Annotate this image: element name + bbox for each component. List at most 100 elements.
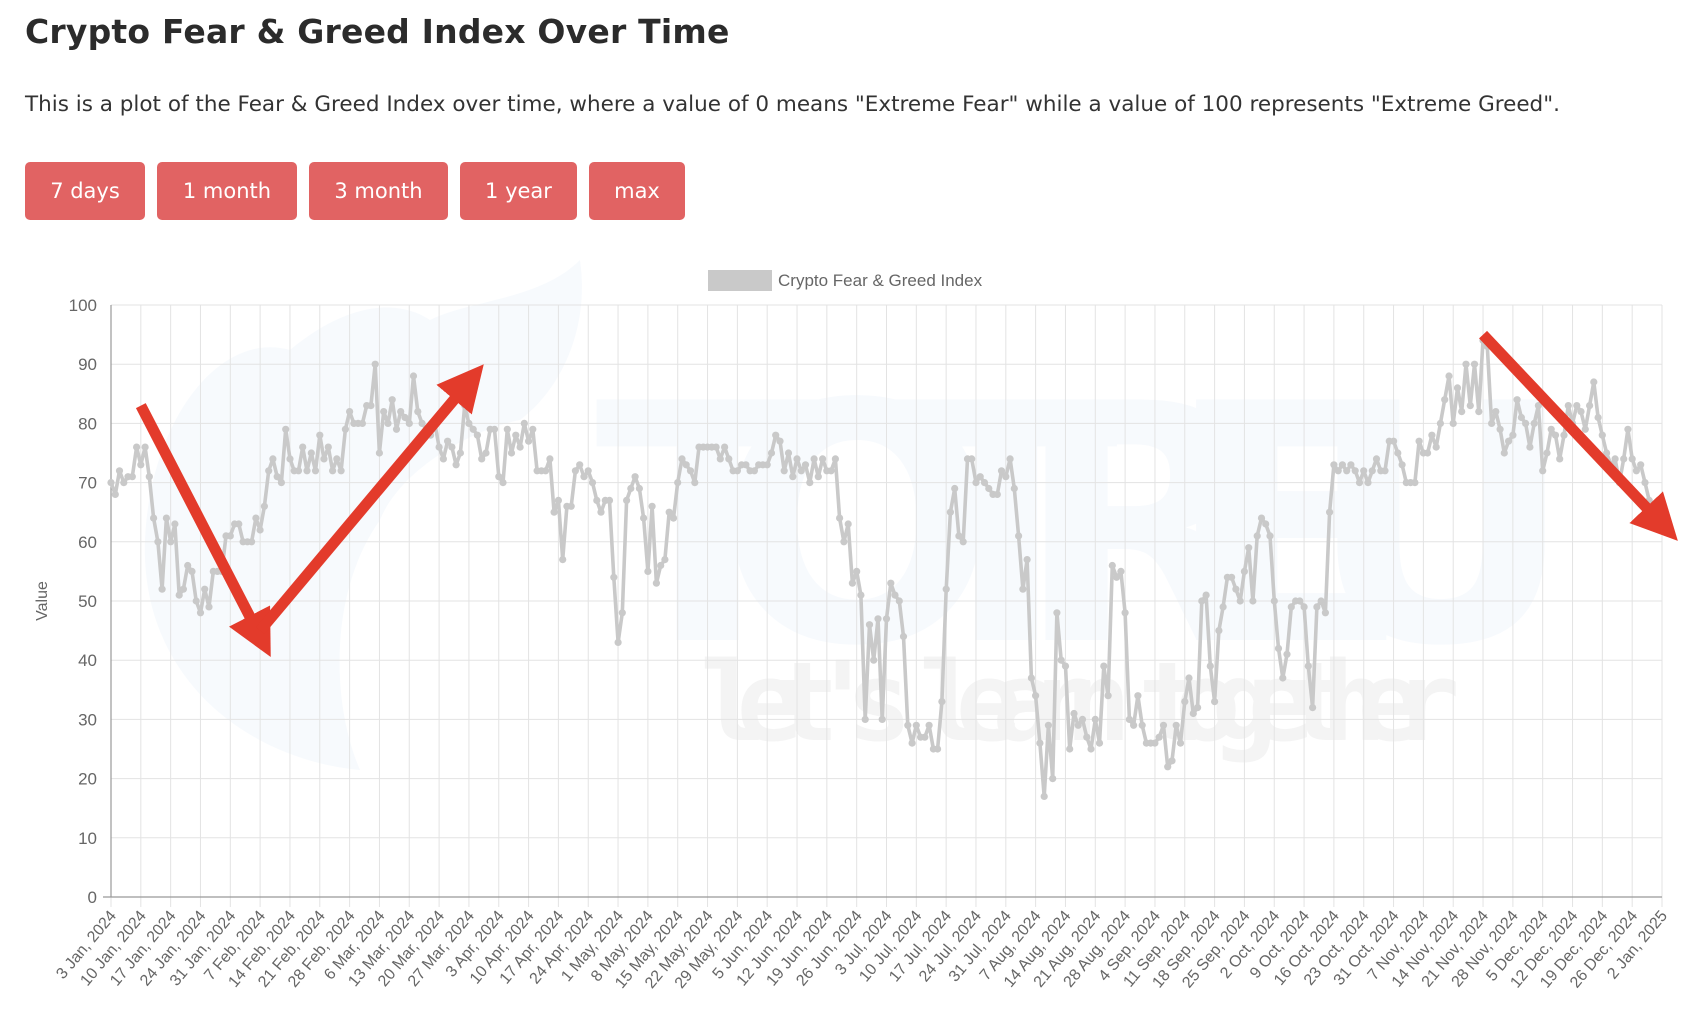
data-point — [857, 591, 865, 599]
data-point — [1355, 479, 1364, 487]
data-point — [742, 461, 750, 469]
data-point — [946, 508, 955, 516]
data-point — [1560, 431, 1568, 439]
data-point — [111, 490, 119, 498]
data-point — [1117, 567, 1125, 576]
page-title: Crypto Fear & Greed Index Over Time — [25, 12, 730, 51]
range-max-button[interactable]: max — [589, 162, 685, 220]
data-point — [525, 437, 533, 445]
data-point — [1168, 757, 1176, 765]
data-point — [1185, 674, 1193, 682]
data-point — [1551, 431, 1560, 439]
data-point — [652, 579, 661, 587]
data-point — [912, 721, 920, 729]
data-point — [1441, 396, 1449, 404]
chart-legend[interactable]: Crypto Fear & Greed Index — [708, 270, 983, 291]
data-point — [597, 508, 605, 516]
data-point — [584, 467, 592, 475]
data-point — [1539, 467, 1547, 475]
watermark-tagline: let's learn together — [700, 638, 1460, 766]
data-point — [1002, 473, 1010, 481]
data-point — [499, 479, 507, 487]
data-point — [1023, 556, 1031, 564]
data-point — [1249, 597, 1257, 605]
y-tick-label: 90 — [78, 355, 97, 374]
data-point — [1104, 692, 1112, 700]
data-point — [1624, 425, 1632, 433]
data-point — [482, 449, 490, 457]
data-point — [870, 656, 878, 664]
data-point — [895, 597, 903, 605]
data-point — [324, 443, 332, 451]
data-point — [1121, 609, 1129, 617]
fear-greed-chart: TOTRIEU let's learn together 0 10 20 30 40 50… — [34, 260, 1678, 992]
data-point — [1130, 721, 1138, 729]
data-point — [1505, 437, 1513, 445]
data-point — [1172, 721, 1180, 729]
range-1-year-button[interactable]: 1 year — [460, 162, 577, 220]
data-point — [1279, 674, 1287, 682]
data-point — [158, 585, 166, 593]
data-point — [1194, 704, 1202, 712]
data-point — [733, 467, 742, 475]
data-point — [150, 514, 158, 522]
data-point — [1466, 402, 1474, 410]
data-point — [1513, 396, 1521, 404]
data-point — [1347, 461, 1355, 469]
data-point — [1411, 479, 1419, 487]
data-point — [1095, 739, 1104, 747]
data-point — [503, 425, 511, 433]
legend-label: Crypto Fear & Greed Index — [778, 271, 983, 290]
data-point — [1364, 479, 1372, 487]
data-point — [1155, 733, 1163, 741]
data-point — [520, 419, 528, 427]
data-point — [1398, 461, 1406, 469]
data-point — [128, 473, 136, 481]
range-7-days-button[interactable]: 7 days — [25, 162, 145, 220]
data-point — [1641, 479, 1649, 487]
data-point — [473, 431, 481, 439]
data-point — [780, 467, 788, 475]
range-1-month-button[interactable]: 1 month — [157, 162, 297, 220]
data-point — [1245, 544, 1253, 552]
y-tick-label: 30 — [78, 710, 97, 729]
data-point — [1360, 467, 1368, 475]
data-point — [439, 455, 447, 463]
data-point — [133, 443, 141, 451]
data-point — [763, 461, 771, 469]
data-point — [1010, 484, 1018, 493]
range-3-month-button[interactable]: 3 month — [309, 162, 448, 220]
data-point — [819, 455, 827, 463]
data-point — [985, 484, 993, 493]
data-point — [554, 496, 563, 504]
data-point — [418, 419, 426, 427]
data-point — [1381, 467, 1389, 475]
data-point — [1500, 449, 1508, 457]
data-point — [1330, 461, 1338, 469]
data-point — [1219, 603, 1227, 611]
data-point — [461, 402, 469, 410]
data-point — [682, 461, 690, 469]
data-point — [1044, 721, 1052, 729]
data-point — [495, 473, 503, 481]
data-point — [993, 490, 1001, 498]
data-point — [716, 455, 724, 463]
data-point — [1061, 662, 1070, 670]
data-point — [1462, 360, 1470, 368]
data-point — [776, 437, 784, 445]
data-point — [192, 597, 200, 605]
data-point — [456, 449, 464, 457]
data-point — [371, 360, 379, 368]
data-point — [1074, 721, 1082, 729]
data-point — [1517, 413, 1525, 422]
y-tick-label: 20 — [78, 770, 97, 789]
data-point — [1270, 597, 1278, 605]
data-point — [725, 455, 733, 463]
data-point — [1206, 662, 1214, 670]
data-point — [814, 473, 822, 481]
data-point — [1164, 763, 1172, 771]
data-point — [810, 455, 818, 463]
data-point — [252, 514, 260, 522]
data-point — [891, 591, 899, 599]
data-point — [516, 443, 524, 451]
